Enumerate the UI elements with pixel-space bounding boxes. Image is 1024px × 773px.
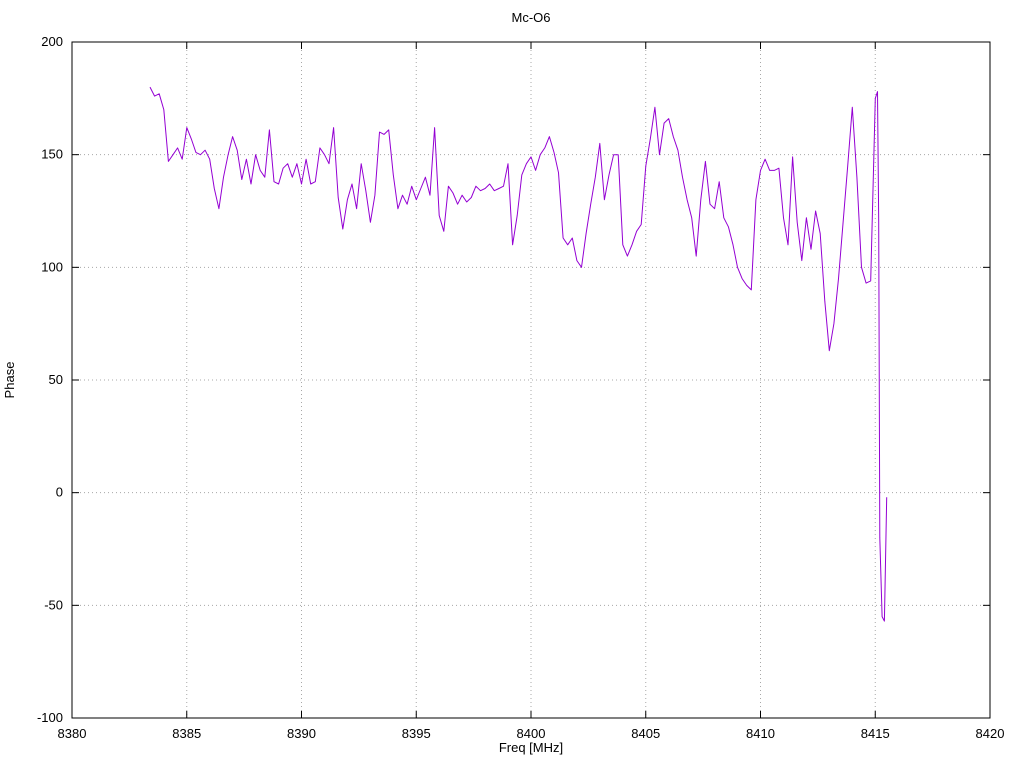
x-tick-label: 8395 [402,726,431,741]
y-tick-label: 50 [49,372,63,387]
x-tick-label: 8400 [517,726,546,741]
x-tick-label: 8405 [631,726,660,741]
x-tick-label: 8415 [861,726,890,741]
x-tick-label: 8380 [58,726,87,741]
y-tick-label: -100 [37,710,63,725]
chart-title: Mc-O6 [512,10,551,25]
phase-line [149,86,888,622]
x-axis-label: Freq [MHz] [499,740,563,755]
y-tick-label: 0 [56,485,63,500]
x-tick-label: 8410 [746,726,775,741]
x-tick-label: 8420 [976,726,1005,741]
y-tick-label: 100 [41,259,63,274]
x-tick-label: 8385 [172,726,201,741]
y-axis-label: Phase [2,362,17,399]
y-tick-label: -50 [44,597,63,612]
y-tick-label: 200 [41,34,63,49]
plot-border [71,41,991,719]
y-tick-label: 150 [41,147,63,162]
x-tick-label: 8390 [287,726,316,741]
